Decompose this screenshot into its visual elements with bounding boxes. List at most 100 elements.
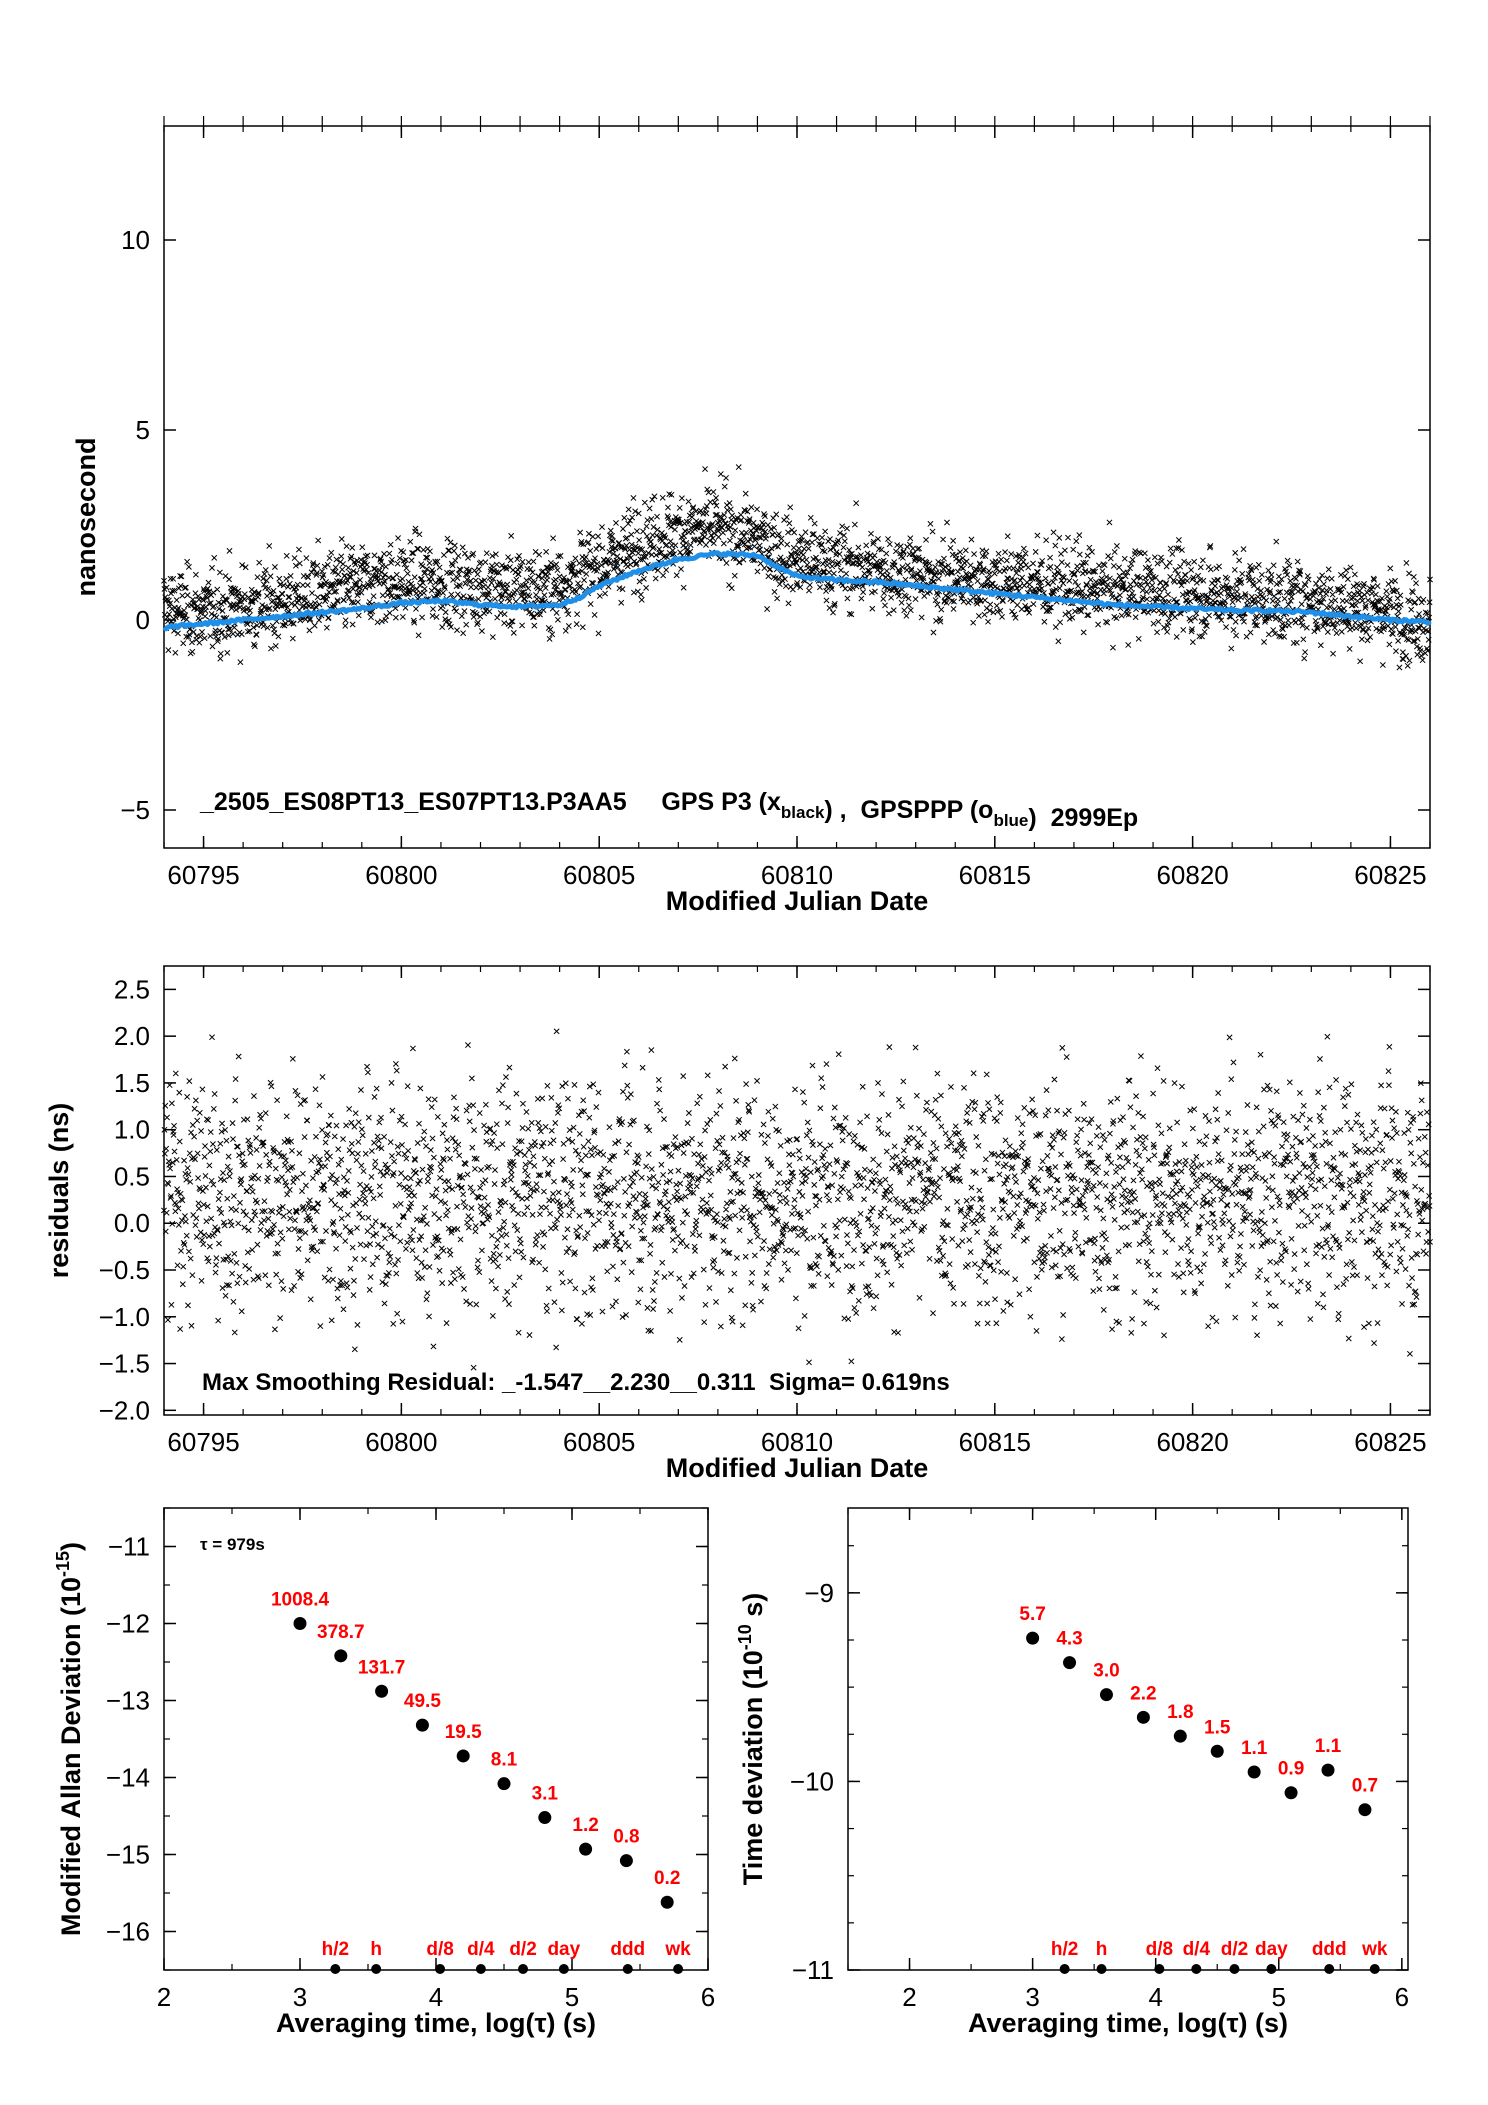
scatter-point <box>271 564 278 570</box>
scatter-point <box>307 1217 314 1224</box>
scatter-point <box>1236 557 1243 564</box>
scatter-point <box>412 525 419 532</box>
scatter-point <box>544 1308 550 1315</box>
scatter-point <box>235 1053 242 1060</box>
scatter-point <box>589 1275 596 1282</box>
scatter-point <box>530 1153 537 1160</box>
scatter-point <box>1281 595 1288 602</box>
scatter-point <box>902 576 909 583</box>
scatter-point <box>1161 610 1168 617</box>
scatter-point <box>545 569 552 576</box>
scatter-point <box>207 1129 214 1136</box>
scatter-point <box>1419 657 1426 664</box>
scatter-point <box>795 1325 802 1332</box>
scatter-point <box>806 1127 813 1134</box>
scatter-point <box>411 1192 418 1199</box>
scatter-point <box>787 1226 794 1233</box>
scatter-point <box>547 559 554 566</box>
scatter-point <box>632 508 639 515</box>
scatter-point <box>289 635 296 642</box>
scatter-point <box>627 517 633 524</box>
scatter-point <box>229 1270 236 1277</box>
scatter-point <box>909 545 916 552</box>
scatter-point <box>548 1094 555 1101</box>
scatter-point <box>1245 571 1252 577</box>
scatter-point <box>704 1121 711 1127</box>
scatter-point <box>799 1192 806 1199</box>
scatter-point <box>216 605 222 612</box>
scatter-point <box>508 1171 515 1178</box>
scatter-point <box>316 601 323 608</box>
scatter-point <box>753 1228 760 1235</box>
scatter-point <box>538 1204 545 1211</box>
scatter-point <box>268 645 274 652</box>
scatter-point <box>937 1175 943 1182</box>
scatter-point <box>447 539 454 546</box>
scatter-point <box>265 1215 272 1222</box>
scatter-point <box>1304 573 1311 580</box>
scatter-point <box>637 1227 644 1234</box>
scatter-point <box>232 1076 239 1082</box>
scatter-point <box>537 586 544 593</box>
scatter-point <box>614 564 621 571</box>
scatter-point <box>489 634 496 641</box>
scatter-point <box>360 1190 367 1197</box>
scatter-point <box>1118 612 1125 619</box>
scatter-point <box>175 604 182 611</box>
scatter-point <box>673 572 680 579</box>
scatter-point <box>558 1270 565 1276</box>
scatter-point <box>852 1182 859 1189</box>
scatter-point <box>893 1153 900 1160</box>
scatter-point <box>489 1312 496 1319</box>
scatter-point <box>800 551 807 558</box>
scatter-point <box>450 1114 457 1121</box>
scatter-point <box>351 1277 357 1284</box>
scatter-point <box>285 594 292 601</box>
scatter-point <box>475 566 482 573</box>
scatter-point <box>513 587 520 594</box>
scatter-point <box>600 1151 607 1158</box>
scatter-point <box>1045 580 1052 587</box>
scatter-point <box>571 1249 578 1256</box>
scatter-point <box>504 1288 511 1295</box>
scatter-point <box>525 559 532 566</box>
scatter-point <box>923 1099 930 1106</box>
scatter-point <box>429 1135 436 1142</box>
scatter-point <box>304 582 311 589</box>
scatter-point <box>345 1168 352 1174</box>
scatter-point <box>938 606 945 613</box>
scatter-point <box>404 570 411 577</box>
scatter-point <box>588 1284 595 1291</box>
scatter-point <box>335 571 342 578</box>
scatter-point <box>356 1210 363 1217</box>
scatter-point <box>633 1169 640 1176</box>
scatter-point <box>713 494 719 501</box>
scatter-point <box>930 629 937 636</box>
scatter-point <box>354 1321 361 1328</box>
scatter-point <box>678 1294 685 1301</box>
scatter-point <box>875 1080 881 1086</box>
scatter-point <box>421 1264 428 1270</box>
scatter-point <box>450 1269 457 1276</box>
scatter-point <box>851 1247 857 1254</box>
scatter-point <box>451 1094 457 1101</box>
scatter-point <box>169 587 176 594</box>
scatter-point <box>295 1268 302 1275</box>
scatter-point <box>851 1304 858 1311</box>
scatter-point <box>883 550 890 557</box>
scatter-point <box>1125 642 1132 648</box>
scatter-point <box>607 560 614 567</box>
scatter-point <box>326 1122 333 1129</box>
scatter-point <box>1003 557 1010 564</box>
scatter-point <box>857 1210 864 1217</box>
scatter-point <box>470 1102 477 1109</box>
scatter-point <box>820 1173 826 1180</box>
scatter-point <box>364 1069 371 1076</box>
scatter-point <box>776 1170 783 1177</box>
scatter-point <box>1189 639 1196 646</box>
scatter-point <box>411 574 418 581</box>
scatter-point <box>1331 624 1338 631</box>
annotation-text: _2505_ES08PT13_ES07PT13.P3AA5 GPS P3 (x <box>199 788 781 816</box>
scatter-point <box>528 1119 535 1126</box>
scatter-point <box>843 570 850 577</box>
